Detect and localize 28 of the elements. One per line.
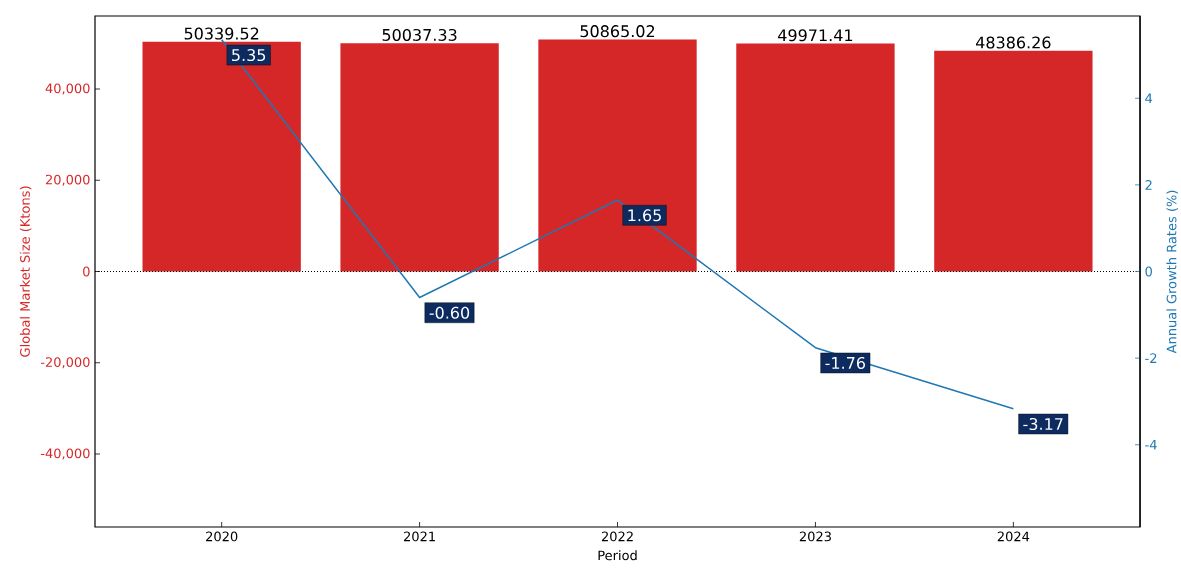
y2-tick-label: -2	[1145, 353, 1157, 363]
data-label: 48386.26	[975, 36, 1051, 49]
data-label: -1.76	[825, 356, 866, 370]
x-tick-label: 2022	[601, 531, 633, 542]
x-tick-label: 2020	[206, 531, 238, 542]
data-label: 5.35	[232, 49, 266, 62]
data-label: 50037.33	[382, 28, 457, 41]
y-tick-label: 20,000	[45, 174, 90, 186]
y2-tick-label: 0	[1145, 266, 1152, 277]
y-tick-label: 40,000	[45, 83, 90, 95]
data-label: 1.65	[628, 209, 661, 222]
data-label: -0.60	[429, 306, 470, 319]
y2-tick-label: -4	[1145, 439, 1157, 450]
data-label: -3.17	[1023, 417, 1063, 431]
y-tick-label: -40,000	[40, 448, 90, 460]
x-tick-label: 2021	[404, 531, 435, 542]
data-label: 50865.02	[580, 25, 655, 38]
x-tick-label: 2024	[997, 531, 1030, 542]
data-label: 50339.52	[184, 27, 259, 40]
y-tick-label: -20,000	[40, 357, 90, 369]
y2-tick-label: 4	[1145, 93, 1153, 104]
x-axis-title: Period	[598, 550, 637, 561]
y2-tick-label: 2	[1145, 180, 1152, 190]
x-tick-label: 2023	[799, 531, 831, 542]
data-label: 49971.41	[778, 29, 853, 42]
y-tick-label: 0	[83, 266, 90, 277]
y2-axis-title: Annual Growth Rates (%)	[1166, 190, 1178, 354]
y-axis-title: Global Market Size (Ktons)	[19, 186, 32, 357]
